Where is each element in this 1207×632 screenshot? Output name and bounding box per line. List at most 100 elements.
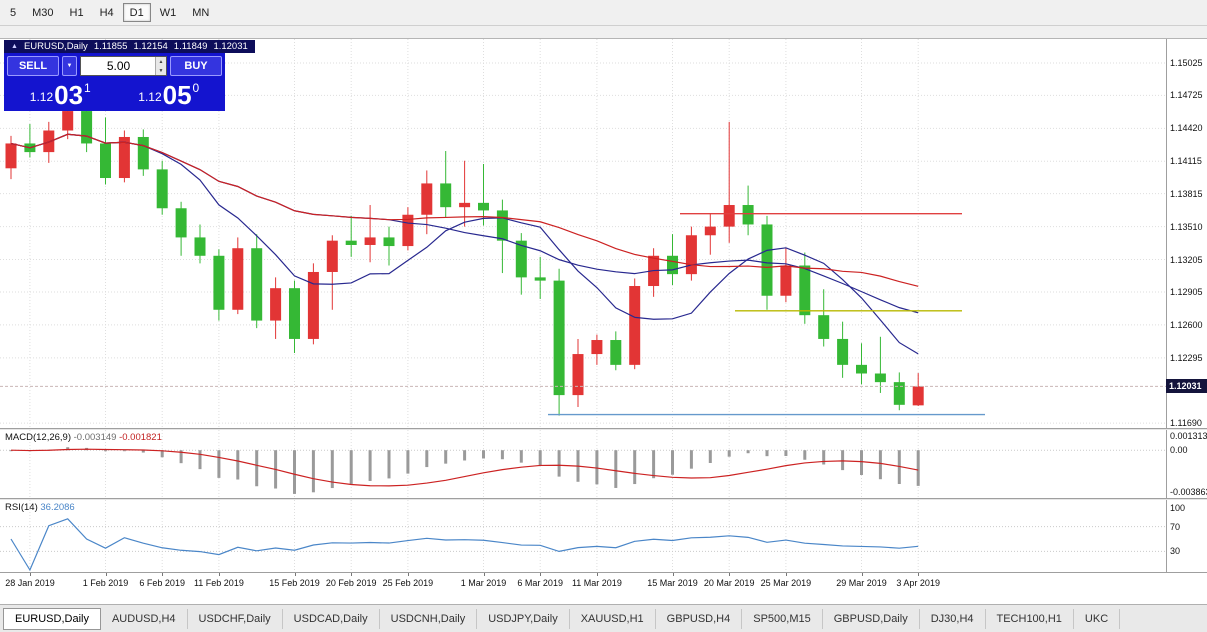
grid-lines <box>29 430 919 498</box>
candle-body <box>818 315 830 339</box>
chart-tab-USDCNH-Daily[interactable]: USDCNH,Daily <box>380 608 478 629</box>
candle-body <box>704 226 716 236</box>
panel-splitter[interactable] <box>0 498 1207 500</box>
axis-label: 1.12905 <box>1170 286 1203 297</box>
collapse-panel-icon[interactable]: ▲ <box>11 43 18 50</box>
chart-tab-XAUUSD-H1[interactable]: XAUUSD,H1 <box>570 608 656 629</box>
candle-body <box>81 111 93 144</box>
timeframe-button-D1[interactable]: D1 <box>122 3 151 22</box>
buy-button[interactable]: BUY <box>170 56 222 76</box>
candle-body <box>856 364 867 374</box>
candle-body <box>874 373 886 383</box>
axis-label: 100 <box>1170 503 1186 513</box>
timeframe-button-H4[interactable]: H4 <box>93 3 121 22</box>
order-type-dropdown[interactable]: ▼ <box>62 56 77 76</box>
macd-panel[interactable] <box>0 430 1166 498</box>
candle-body <box>100 143 111 179</box>
time-tick <box>729 573 731 576</box>
axis-label: 1.14725 <box>1170 90 1203 101</box>
chevron-down-icon: ▼ <box>66 63 73 69</box>
time-axis-label: 29 Mar 2019 <box>836 578 887 588</box>
candle-body <box>345 240 357 245</box>
chart-tab-UKC[interactable]: UKC <box>1074 608 1121 629</box>
candle-body <box>591 340 603 355</box>
candle-body <box>137 136 149 170</box>
candle-body <box>440 183 452 208</box>
ma-line-8 <box>10 133 919 355</box>
timeframe-button-H1[interactable]: H1 <box>63 3 91 22</box>
time-axis-label: 6 Feb 2019 <box>139 578 185 588</box>
low-value: 1.11849 <box>173 41 208 52</box>
time-axis[interactable]: 28 Jan 2019 1 Feb 2019 6 Feb 2019 11 Feb 20… <box>0 573 1207 605</box>
chart-tab-TECH100-H1[interactable]: TECH100,H1 <box>986 608 1074 629</box>
axis-label: 1.13815 <box>1170 188 1203 199</box>
sell-price-display[interactable]: 1.12 03 1 <box>7 78 114 108</box>
candle-body <box>5 143 17 169</box>
candle-body <box>213 255 225 310</box>
candle-body <box>62 111 74 131</box>
buy-price-pipette: 0 <box>192 81 200 95</box>
volume-decrease-button[interactable]: ▼ <box>155 66 166 75</box>
grid-lines <box>29 500 919 572</box>
time-tick <box>785 573 787 576</box>
timeframe-button-5[interactable]: 5 <box>3 3 23 22</box>
chart-tab-SP500-M15[interactable]: SP500,M15 <box>742 608 823 629</box>
chart-tab-DJ30-H4[interactable]: DJ30,H4 <box>920 608 986 629</box>
price-axis[interactable]: 1.15025 1.14725 1.14420 1.14115 1.13815 1.135… <box>1166 39 1207 572</box>
chart-tab-AUDUSD-H4[interactable]: AUDUSD,H4 <box>101 608 188 629</box>
ma-line-30 <box>10 133 919 287</box>
buy-price-display[interactable]: 1.12 05 0 <box>116 78 223 108</box>
time-axis-label: 1 Mar 2019 <box>460 578 507 588</box>
time-tick <box>351 573 353 576</box>
axis-divider <box>0 572 1207 573</box>
chart-tab-GBPUSD-Daily[interactable]: GBPUSD,Daily <box>823 608 920 629</box>
sell-button[interactable]: SELL <box>7 56 59 76</box>
time-tick <box>596 573 598 576</box>
panel-splitter[interactable] <box>0 428 1207 430</box>
candle-body <box>496 210 508 241</box>
macd-label: MACD(12,26,9) -0.003149 -0.001821 <box>5 432 162 443</box>
candle-body <box>478 202 489 211</box>
timeframe-button-W1[interactable]: W1 <box>153 3 184 22</box>
time-tick <box>294 573 296 576</box>
axis-label: 70 <box>1170 521 1181 532</box>
chart-tab-USDCAD-Daily[interactable]: USDCAD,Daily <box>283 608 380 629</box>
time-tick <box>672 573 674 576</box>
volume-input[interactable] <box>81 57 166 75</box>
volume-spinner: ▲ ▼ <box>155 57 166 75</box>
chart-tab-USDCHF-Daily[interactable]: USDCHF,Daily <box>188 608 283 629</box>
candle-body <box>685 235 697 275</box>
candle-body <box>270 288 282 321</box>
candle-body <box>610 340 622 365</box>
chart-tab-USDJPY-Daily[interactable]: USDJPY,Daily <box>477 608 570 629</box>
rsi-line <box>10 518 919 572</box>
time-axis-label: 20 Feb 2019 <box>325 578 377 588</box>
chart-tab-EURUSD-Daily[interactable]: EURUSD,Daily <box>3 607 101 630</box>
candle-body <box>780 265 792 296</box>
time-axis-label: 11 Mar 2019 <box>571 578 622 588</box>
macd-main-value: -0.003149 <box>73 432 117 443</box>
timeframe-button-MN[interactable]: MN <box>185 3 216 22</box>
chart-tab-GBPUSD-H4[interactable]: GBPUSD,H4 <box>656 608 743 629</box>
sell-price-pipette: 1 <box>84 81 91 95</box>
candle-body <box>459 202 471 208</box>
time-tick <box>483 573 485 576</box>
candle-body <box>421 183 433 215</box>
main-chart[interactable] <box>0 39 1166 428</box>
axis-label: 1.11690 <box>1170 418 1202 429</box>
chart-tab-bar: EURUSD,Daily AUDUSD,H4 USDCHF,Daily USDCAD,… <box>0 604 1207 632</box>
volume-increase-button[interactable]: ▲ <box>155 57 166 66</box>
macd-histogram <box>9 447 920 494</box>
timeframe-button-M30[interactable]: M30 <box>25 3 60 22</box>
time-tick <box>407 573 409 576</box>
macd-name: MACD(12,26,9) <box>5 432 71 443</box>
candle-body <box>232 248 244 310</box>
rsi-panel[interactable] <box>0 500 1166 572</box>
candle-body <box>251 248 263 321</box>
chart-window: 1.15025 1.14725 1.14420 1.14115 1.13815 1.135… <box>0 38 1207 605</box>
symbol-period-label: EURUSD,Daily <box>23 41 88 52</box>
time-axis-label: 6 Mar 2019 <box>517 578 563 588</box>
sell-price-prefix: 1.12 <box>29 90 54 104</box>
candle-body <box>629 286 641 365</box>
candle-body <box>912 386 924 406</box>
